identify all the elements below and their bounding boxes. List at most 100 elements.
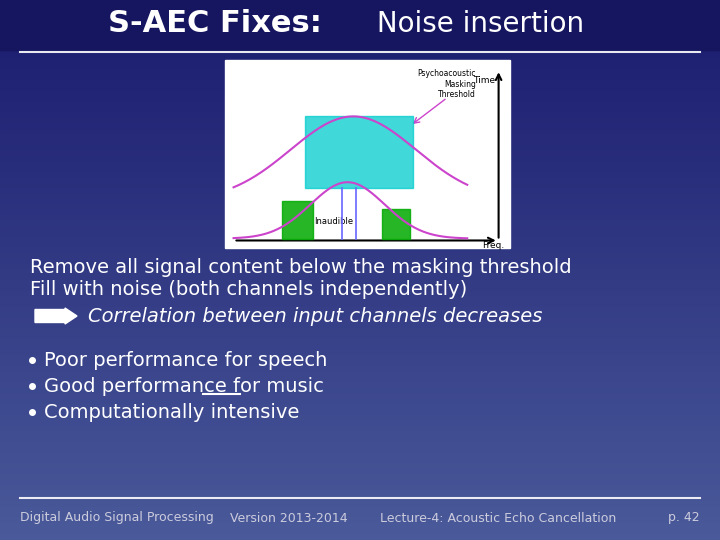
Bar [0, 404, 720, 410]
Bar [0, 112, 720, 119]
Bar [0, 388, 720, 394]
Bar [0, 4, 720, 11]
Bar [0, 291, 720, 297]
Bar [0, 501, 720, 508]
Bar [0, 242, 720, 248]
Bar [0, 96, 720, 103]
Text: Poor performance for speech: Poor performance for speech [44, 350, 328, 369]
Bar [0, 366, 720, 373]
Bar [0, 226, 720, 232]
Bar [0, 0, 720, 50]
Bar [0, 0, 720, 5]
Bar [0, 350, 720, 356]
Bar [0, 145, 720, 151]
Text: Version 2013-2014: Version 2013-2014 [230, 511, 348, 524]
Text: Digital Audio Signal Processing: Digital Audio Signal Processing [20, 511, 214, 524]
Bar [0, 37, 720, 43]
Bar [0, 523, 720, 529]
Bar [0, 334, 720, 340]
Bar [0, 188, 720, 194]
Bar [0, 318, 720, 324]
Bar [0, 31, 720, 38]
Bar [382, 208, 410, 239]
Bar [0, 480, 720, 486]
Bar [0, 474, 720, 481]
Text: Correlation between input channels decreases: Correlation between input channels decre… [88, 307, 542, 326]
Bar [0, 420, 720, 427]
Text: Noise insertion: Noise insertion [368, 10, 584, 38]
Bar [0, 490, 720, 497]
Bar [0, 517, 720, 524]
Bar [0, 129, 720, 135]
Bar [0, 512, 720, 518]
Bar [0, 485, 720, 491]
Bar [0, 431, 720, 437]
Bar [0, 118, 720, 124]
Bar [0, 64, 720, 70]
Bar [0, 210, 720, 216]
Text: Lecture-4: Acoustic Echo Cancellation: Lecture-4: Acoustic Echo Cancellation [380, 511, 616, 524]
Bar [0, 285, 720, 292]
Bar [0, 458, 720, 464]
Bar [0, 442, 720, 448]
Bar [0, 139, 720, 146]
Bar [305, 117, 413, 188]
Bar [0, 463, 720, 470]
Bar [0, 102, 720, 108]
Bar [0, 123, 720, 130]
Bar [0, 69, 720, 76]
Bar [0, 312, 720, 319]
Bar [0, 237, 720, 243]
Bar [0, 156, 720, 162]
Bar [0, 415, 720, 421]
Bar [0, 399, 720, 405]
Bar [0, 409, 720, 416]
Text: Good performance for music: Good performance for music [44, 376, 324, 395]
Bar [0, 220, 720, 227]
Bar [0, 183, 720, 189]
Text: Fill with noise (both channels independently): Fill with noise (both channels independe… [30, 280, 467, 299]
Bar [0, 247, 720, 254]
Bar [225, 60, 510, 248]
Bar [0, 150, 720, 157]
Bar [0, 204, 720, 211]
Bar [0, 323, 720, 329]
Bar [0, 258, 720, 265]
Bar [0, 507, 720, 513]
Bar [0, 91, 720, 97]
Text: Time: Time [473, 76, 495, 85]
Bar [0, 372, 720, 378]
Bar [0, 528, 720, 535]
Text: Psychoacoustic
Masking
Threshold: Psychoacoustic Masking Threshold [418, 70, 476, 99]
Text: p. 42: p. 42 [668, 511, 700, 524]
Bar [0, 296, 720, 302]
Bar [0, 58, 720, 65]
Bar [0, 134, 720, 140]
Bar [0, 80, 720, 86]
Bar [0, 53, 720, 59]
Bar [0, 21, 720, 27]
Bar [0, 177, 720, 184]
Text: Remove all signal content below the masking threshold: Remove all signal content below the mask… [30, 258, 572, 277]
Bar [0, 496, 720, 502]
Text: Computationally intensive: Computationally intensive [44, 402, 300, 422]
Bar [0, 534, 720, 540]
Bar [0, 161, 720, 167]
Text: Freq.: Freq. [482, 241, 504, 250]
Bar [0, 393, 720, 400]
Bar [0, 355, 720, 362]
Bar [0, 85, 720, 92]
Bar [0, 436, 720, 443]
Bar [0, 10, 720, 16]
Bar [0, 274, 720, 281]
Bar [0, 231, 720, 238]
Text: S-AEC Fixes:: S-AEC Fixes: [108, 10, 322, 38]
Bar [0, 307, 720, 313]
Bar [0, 328, 720, 335]
Bar [0, 166, 720, 173]
Bar [0, 193, 720, 200]
Bar [0, 361, 720, 367]
Bar [0, 15, 720, 22]
Bar [0, 382, 720, 389]
Bar [0, 199, 720, 205]
